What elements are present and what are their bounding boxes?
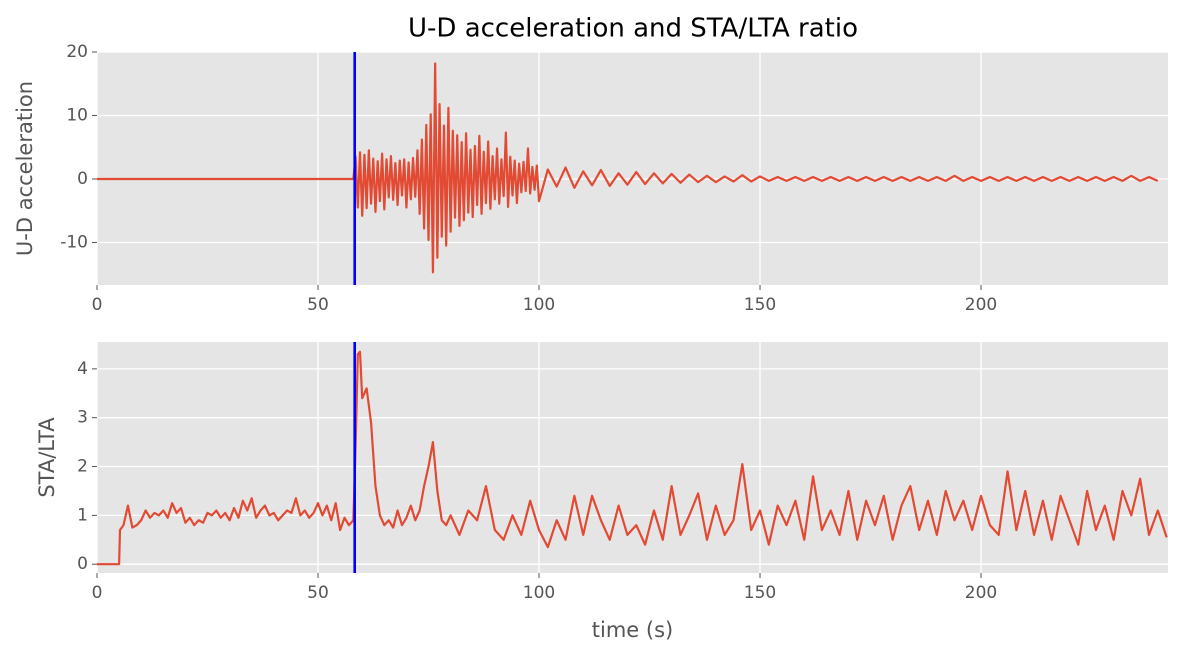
x-tick-label: 100 [523,295,555,315]
y-axis-label: STA/LTA [35,417,59,498]
x-tick-label: 0 [92,295,103,315]
x-tick-label: 100 [523,583,555,603]
data-line [97,62,1159,274]
data-line [97,350,1168,566]
y-tick-label: 20 [66,42,88,62]
chart-title: U-D acceleration and STA/LTA ratio [408,14,858,44]
plot-area [97,52,1168,285]
x-tick-label: 150 [744,295,776,315]
y-tick-label: 4 [77,359,88,379]
x-axis-label: time (s) [592,618,673,642]
y-tick-label: 3 [77,408,88,428]
y-tick-label: 10 [66,105,88,125]
y-axis-label: U-D acceleration [13,81,37,256]
x-tick-label: 200 [965,583,997,603]
y-tick-label: 0 [77,554,88,574]
x-tick-label: 150 [744,583,776,603]
y-tick-label: 1 [77,505,88,525]
y-tick-label: 2 [77,457,88,477]
x-tick-label: 50 [307,583,329,603]
plot-area [97,342,1168,573]
y-tick-label: -10 [60,232,88,252]
x-tick-label: 50 [307,295,329,315]
x-tick-label: 0 [92,583,103,603]
x-tick-label: 200 [965,295,997,315]
y-tick-label: 0 [77,169,88,189]
